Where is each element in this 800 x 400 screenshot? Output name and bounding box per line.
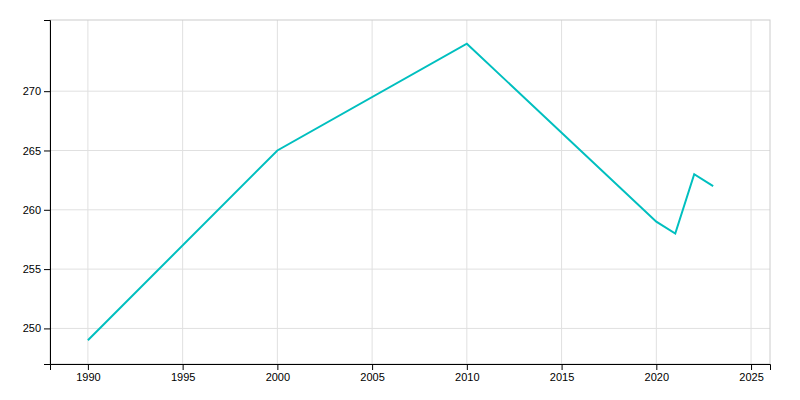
y-tick-label: 250 [23,322,41,334]
x-tick-label: 2020 [645,371,669,383]
y-tick-mark [44,269,50,270]
grid-line-x [561,20,562,364]
x-tick: 1995 [171,364,195,383]
x-tick-label: 2015 [550,371,574,383]
x-tick: 2010 [455,364,479,383]
x-tick: 2005 [360,364,384,383]
x-tick-mark [183,364,184,370]
x-tick-mark [88,364,89,370]
x-tick-label: 1990 [76,371,100,383]
y-tick-mark [44,328,50,329]
grid-line-x [277,20,278,364]
x-tick-label: 2010 [455,371,479,383]
chart: 1990 1995 2000 2005 2010 2015 2020 2025 250 255 26… [0,0,800,400]
grid-line-y [50,91,770,92]
y-tick-label: 255 [23,263,41,275]
grid-line-y [50,328,770,329]
plot-frame [50,20,770,364]
x-axis: 1990 1995 2000 2005 2010 2015 2020 2025 [51,364,771,383]
y-tick: 260 [23,204,50,216]
grid-line-y [50,209,770,210]
grid-line-y [50,150,770,151]
grid-line-x [656,20,657,364]
y-axis-line [44,21,51,365]
x-tick: 1990 [76,364,100,383]
x-tick: 2000 [266,364,290,383]
x-tick-mark [372,364,373,370]
x-tick-label: 1995 [171,371,195,383]
grid-line-x [751,20,752,364]
y-tick-mark [44,210,50,211]
x-tick-label: 2000 [266,371,290,383]
grid [50,20,770,364]
x-tick-mark [656,364,657,370]
grid-line-x [372,20,373,364]
x-tick-mark [277,364,278,370]
y-tick: 250 [23,322,50,334]
grid-line-x [87,20,88,364]
x-tick-mark [751,364,752,370]
y-tick: 270 [23,85,50,97]
x-axis-line [51,365,771,371]
y-tick-label: 270 [23,85,41,97]
x-tick: 2015 [550,364,574,383]
line [88,44,713,341]
plot: 1990 1995 2000 2005 2010 2015 2020 2025 250 255 26… [23,20,771,383]
y-tick-mark [44,91,50,92]
marks [88,44,713,341]
y-tick-mark [44,150,50,151]
x-tick-mark [467,364,468,370]
x-tick-label: 2005 [360,371,384,383]
x-tick-mark [562,364,563,370]
y-tick: 255 [23,263,50,275]
grid-line-x [466,20,467,364]
x-tick: 2020 [645,364,669,383]
y-tick-label: 260 [23,204,41,216]
y-tick-label: 265 [23,145,41,157]
x-tick: 2025 [739,364,763,383]
x-tick-label: 2025 [739,371,763,383]
y-axis: 250 255 260 265 270 [23,21,51,365]
grid-line-x [182,20,183,364]
y-tick: 265 [23,145,50,157]
